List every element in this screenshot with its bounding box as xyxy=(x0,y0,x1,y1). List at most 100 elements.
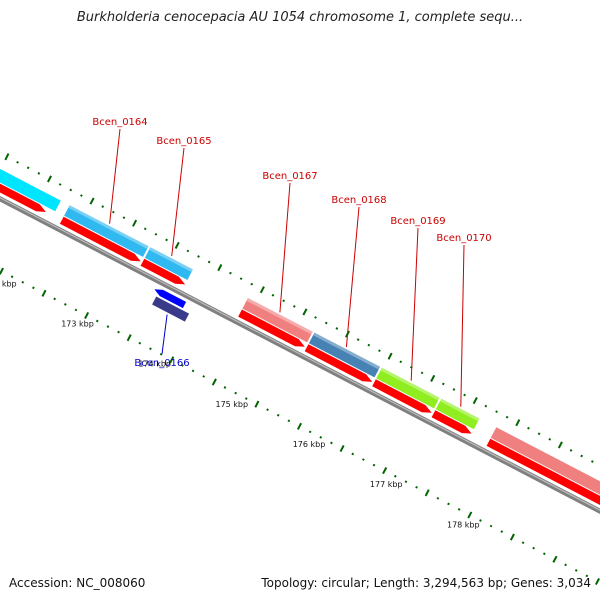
inner-tick xyxy=(159,352,163,356)
inner-tick xyxy=(84,311,90,320)
outer-tick xyxy=(420,371,424,375)
label-leader-line xyxy=(460,244,465,407)
gene-label-bcen_0167: Bcen_0167 xyxy=(262,171,317,182)
outer-tick xyxy=(80,194,83,197)
gene-label-bcen_0169: Bcen_0169 xyxy=(390,216,445,227)
inner-tick xyxy=(542,552,546,556)
inner-tick xyxy=(319,436,323,439)
inner-tick xyxy=(351,452,355,456)
outer-tick xyxy=(239,277,243,280)
outer-tick xyxy=(452,388,456,391)
gene-block xyxy=(242,298,313,343)
inner-tick xyxy=(297,422,302,430)
gene-label-bcen_0168: Bcen_0168 xyxy=(331,195,386,206)
inner-tick xyxy=(532,546,535,550)
inner-tick xyxy=(415,485,418,489)
outer-tick xyxy=(548,438,552,441)
outer-tick xyxy=(143,227,147,231)
cds-arrow xyxy=(486,438,600,505)
inner-tick xyxy=(489,524,493,528)
inner-tick xyxy=(467,511,473,519)
gene-block-highlight xyxy=(380,367,440,401)
outer-tick xyxy=(314,316,317,319)
gene-block-highlight xyxy=(68,205,149,249)
inner-tick xyxy=(362,458,365,461)
outer-tick xyxy=(580,454,583,458)
inner-tick xyxy=(585,574,589,578)
gene-label-bcen_0164: Bcen_0164 xyxy=(92,117,147,128)
outer-tick xyxy=(112,210,115,214)
outer-tick xyxy=(537,432,541,436)
inner-tick xyxy=(308,430,312,434)
outer-tick xyxy=(132,219,138,227)
gene-block xyxy=(376,367,440,409)
topology-summary-text: Topology: circular; Length: 3,294,563 bp… xyxy=(261,576,591,590)
outer-tick xyxy=(378,349,381,353)
inner-tick xyxy=(211,378,217,386)
inner-tick xyxy=(74,308,78,312)
outer-tick xyxy=(515,419,521,427)
outer-tick xyxy=(58,183,62,186)
outer-tick xyxy=(250,282,254,286)
gene-block-highlight xyxy=(439,398,480,422)
inner-tick xyxy=(595,577,600,586)
inner-tick xyxy=(424,489,430,497)
backbone-highlight xyxy=(0,197,600,511)
outer-tick xyxy=(569,449,573,452)
inner-tick xyxy=(95,319,99,323)
outer-tick xyxy=(399,360,403,364)
scale-label: 178 kbp xyxy=(447,520,480,529)
outer-tick xyxy=(16,160,19,164)
outer-tick xyxy=(229,271,232,275)
inner-tick xyxy=(234,391,237,395)
gene-block xyxy=(308,332,381,378)
outer-tick xyxy=(505,415,509,419)
inner-tick xyxy=(382,467,388,475)
outer-tick xyxy=(527,426,530,430)
inner-tick xyxy=(330,441,333,445)
scale-label: 174 kbp xyxy=(138,360,171,369)
inner-tick xyxy=(64,303,67,306)
gene-block-highlight xyxy=(246,298,313,335)
inner-tick xyxy=(244,397,248,400)
inner-tick xyxy=(457,508,461,511)
outer-tick xyxy=(302,308,308,316)
inner-tick xyxy=(509,533,515,541)
cds-arrow-reverse xyxy=(154,289,187,309)
outer-tick xyxy=(47,175,52,183)
inner-tick xyxy=(126,334,132,342)
outer-tick xyxy=(174,241,180,249)
inner-tick xyxy=(10,275,14,279)
outer-tick xyxy=(557,441,563,449)
label-leader-line xyxy=(279,182,291,313)
outer-tick xyxy=(89,197,95,205)
inner-tick xyxy=(574,569,578,572)
scale-label: 176 kbp xyxy=(293,440,326,449)
inner-tick xyxy=(372,463,376,467)
label-leader-line xyxy=(345,206,360,348)
cds-arrow xyxy=(304,344,373,382)
outer-tick xyxy=(324,321,328,325)
gene-block-highlight xyxy=(313,332,381,370)
outer-tick xyxy=(197,255,200,258)
scale-label: 177 kbp xyxy=(370,480,403,489)
gene-features xyxy=(0,168,600,505)
inner-tick xyxy=(447,502,450,506)
gene-label-bcen_0165: Bcen_0165 xyxy=(156,136,211,147)
inner-tick xyxy=(181,363,184,367)
gene-block xyxy=(64,205,149,257)
outer-tick xyxy=(101,205,105,208)
gene-block xyxy=(144,247,193,280)
gene-block xyxy=(152,296,190,322)
outer-tick xyxy=(367,343,371,347)
inner-tick xyxy=(393,474,397,478)
outer-tick xyxy=(69,188,73,192)
gene-block-edge xyxy=(490,427,600,495)
inner-tick xyxy=(223,386,227,389)
label-leader-line xyxy=(109,128,121,224)
outer-tick xyxy=(463,393,466,397)
outer-tick xyxy=(186,249,190,253)
inner-tick xyxy=(276,413,280,417)
inner-tick xyxy=(479,519,482,522)
